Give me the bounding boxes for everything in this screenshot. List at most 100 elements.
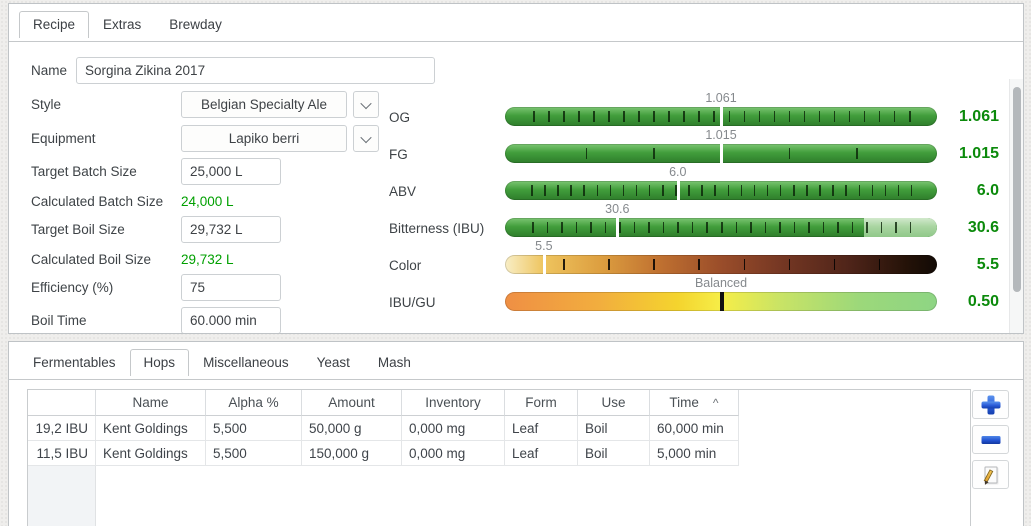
gauge-ibu-gu-label: IBU/GU xyxy=(389,295,436,310)
gauge-fg-label: FG xyxy=(389,147,408,162)
hop-row-alpha[interactable]: 5,500 xyxy=(206,441,302,466)
add-hop-button[interactable] xyxy=(972,390,1009,419)
hop-row-time[interactable]: 5,000 min xyxy=(650,441,739,466)
style-label: Style xyxy=(31,97,62,112)
gauge-ibu-gu-bar xyxy=(505,292,937,311)
hop-row-use[interactable]: Boil xyxy=(578,441,650,466)
column-header-name[interactable]: Name xyxy=(96,390,206,416)
name-label: Name xyxy=(31,63,68,78)
efficiency-label: Efficiency (%) xyxy=(31,280,114,295)
hop-row-use[interactable]: Boil xyxy=(578,416,650,441)
gauge-fg-value: 1.015 xyxy=(958,145,999,162)
gauge-color-value: 5.5 xyxy=(976,256,999,273)
calculated-boil-size-value: 29,732 L xyxy=(181,251,234,267)
boil-time-label: Boil Time xyxy=(31,313,87,328)
gauge-abv-label: ABV xyxy=(389,184,417,199)
style-combo[interactable]: Belgian Specialty Ale xyxy=(181,91,347,118)
tab-mash[interactable]: Mash xyxy=(377,355,411,370)
hop-row-form[interactable]: Leaf xyxy=(505,416,578,441)
chevron-down-icon xyxy=(360,97,372,109)
chevron-down-icon xyxy=(360,131,372,143)
hop-row: 19,2 IBU Kent Goldings 5,500 50,000 g 0,… xyxy=(28,416,970,441)
sort-ascending-icon: ^ xyxy=(712,395,719,410)
hop-row-inventory[interactable]: 0,000 mg xyxy=(402,416,505,441)
gauge-bitterness-bar xyxy=(505,218,937,237)
minus-icon xyxy=(981,435,1000,444)
tab-hops[interactable]: Hops xyxy=(129,349,190,376)
calculated-boil-size-label: Calculated Boil Size xyxy=(31,251,152,267)
gauge-fg: FG 1.015 1.015 xyxy=(389,127,999,164)
hop-row-form[interactable]: Leaf xyxy=(505,441,578,466)
vertical-scrollbar[interactable] xyxy=(1009,79,1023,333)
column-header-ibu[interactable] xyxy=(28,390,96,416)
gauge-ibu-gu-marker-label: Balanced xyxy=(694,276,748,290)
column-header-alpha[interactable]: Alpha % xyxy=(206,390,302,416)
hop-action-buttons xyxy=(972,390,1009,495)
gauge-ibu-gu: IBU/GU Balanced 0.50 xyxy=(389,275,999,312)
column-header-form[interactable]: Form xyxy=(505,390,578,416)
hop-row-amount[interactable]: 150,000 g xyxy=(302,441,402,466)
hops-pane: Name Alpha % Amount Inventory Form Use T… xyxy=(9,379,1023,526)
hops-table-header: Name Alpha % Amount Inventory Form Use T… xyxy=(28,390,970,416)
hop-row-inventory[interactable]: 0,000 mg xyxy=(402,441,505,466)
column-header-amount[interactable]: Amount xyxy=(302,390,402,416)
hop-row-time[interactable]: 60,000 min xyxy=(650,416,739,441)
tab-fermentables[interactable]: Fermentables xyxy=(33,355,116,370)
gauge-fg-marker-label: 1.015 xyxy=(705,128,737,142)
gauge-abv-value: 6.0 xyxy=(976,182,999,199)
equipment-combo[interactable]: Lapiko berri xyxy=(181,125,347,152)
hop-row-amount[interactable]: 50,000 g xyxy=(302,416,402,441)
calculated-batch-size-label: Calculated Batch Size xyxy=(31,193,164,209)
gauge-color: Color 5.5 5.5 xyxy=(389,238,999,275)
tab-brewday[interactable]: Brewday xyxy=(169,17,222,32)
gauge-color-marker-label: 5.5 xyxy=(535,239,553,253)
gauge-bitterness-label: Bitterness (IBU) xyxy=(389,221,485,236)
gauge-og-value: 1.061 xyxy=(958,108,999,125)
tab-recipe[interactable]: Recipe xyxy=(19,11,90,38)
column-header-time-label: Time xyxy=(669,395,699,410)
hops-table: Name Alpha % Amount Inventory Form Use T… xyxy=(27,389,971,526)
recipe-gauges: OG 1.061 1.061 FG 1.015 1.015 ABV 6.0 xyxy=(389,90,999,312)
hop-row: 11,5 IBU Kent Goldings 5,500 150,000 g 0… xyxy=(28,441,970,466)
plus-icon xyxy=(981,395,1000,414)
remove-hop-button[interactable] xyxy=(972,425,1009,454)
gauge-og-label: OG xyxy=(389,110,411,125)
tab-extras[interactable]: Extras xyxy=(103,17,142,32)
row-header-extension xyxy=(28,466,96,526)
hop-row-ibu[interactable]: 11,5 IBU xyxy=(28,441,96,466)
gauge-ibu-gu-value: 0.50 xyxy=(967,293,999,310)
column-header-inventory[interactable]: Inventory xyxy=(402,390,505,416)
edit-pencil-icon xyxy=(983,466,997,483)
gauge-abv-bar xyxy=(505,181,937,200)
column-header-use[interactable]: Use xyxy=(578,390,650,416)
gauge-color-label: Color xyxy=(389,258,422,273)
boil-time-input[interactable] xyxy=(181,307,281,333)
hop-row-ibu[interactable]: 19,2 IBU xyxy=(28,416,96,441)
gauge-og: OG 1.061 1.061 xyxy=(389,90,999,127)
target-batch-size-input[interactable] xyxy=(181,158,281,185)
hop-row-name[interactable]: Kent Goldings xyxy=(96,416,206,441)
gauge-abv: ABV 6.0 6.0 xyxy=(389,164,999,201)
gauge-bitterness: Bitterness (IBU) 30.6 30.6 xyxy=(389,201,999,238)
style-dropdown-button[interactable] xyxy=(353,91,379,118)
equipment-dropdown-button[interactable] xyxy=(353,125,379,152)
column-header-time[interactable]: Time ^ xyxy=(650,390,739,416)
hop-row-name[interactable]: Kent Goldings xyxy=(96,441,206,466)
edit-hop-button[interactable] xyxy=(972,460,1009,489)
gauge-og-bar xyxy=(505,107,937,126)
target-boil-size-input[interactable] xyxy=(181,216,281,243)
tab-yeast[interactable]: Yeast xyxy=(316,355,350,370)
gauge-color-bar xyxy=(505,255,937,274)
target-batch-size-label: Target Batch Size xyxy=(31,164,137,179)
recipe-name-input[interactable] xyxy=(76,57,435,84)
efficiency-input[interactable] xyxy=(181,274,281,301)
ingredient-tab-bar: Fermentables Hops Miscellaneous Yeast Ma… xyxy=(9,342,1023,376)
gauge-abv-marker-label: 6.0 xyxy=(669,165,687,179)
hop-row-alpha[interactable]: 5,500 xyxy=(206,416,302,441)
recipe-form: Name Style Belgian Specialty Ale Equipme… xyxy=(31,54,451,333)
scrollbar-thumb[interactable] xyxy=(1013,87,1021,292)
gauge-bitterness-marker-label: 30.6 xyxy=(605,202,630,216)
recipe-tab-bar: Recipe Extras Brewday xyxy=(9,4,1023,38)
recipe-window: Recipe Extras Brewday Name Style Belgian… xyxy=(8,3,1024,334)
tab-miscellaneous[interactable]: Miscellaneous xyxy=(203,355,289,370)
